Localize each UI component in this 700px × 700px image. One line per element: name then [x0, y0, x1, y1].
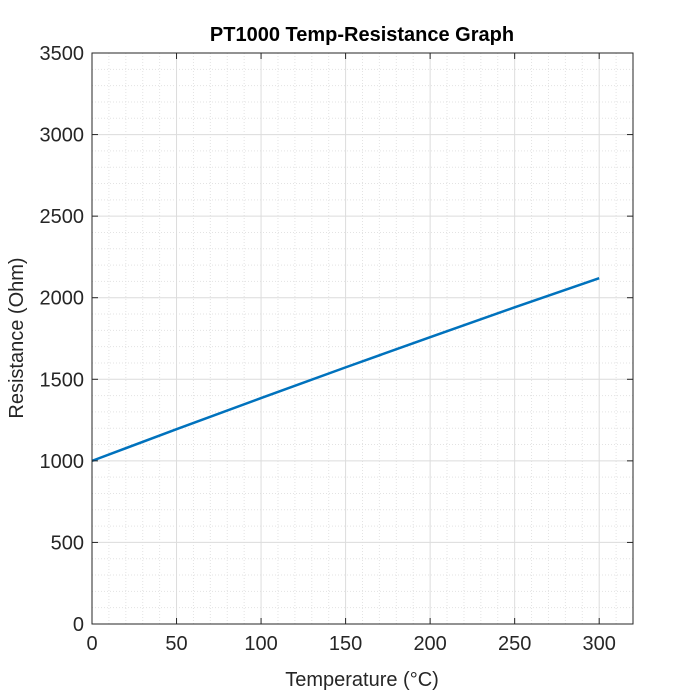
x-axis-label: Temperature (°C) — [285, 669, 439, 691]
x-tick-label: 50 — [165, 633, 187, 655]
series-line-0 — [91, 276, 600, 463]
tick-marks — [91, 52, 633, 625]
x-tick-label: 200 — [413, 633, 446, 655]
x-tick-labels: 0 50 100 150 200 250 300 — [86, 633, 615, 655]
x-tick-label: 300 — [583, 633, 616, 655]
x-tick-label: 0 — [86, 633, 97, 655]
y-tick-label: 3000 — [40, 125, 85, 147]
y-axis-label: Resistance (Ohm) — [6, 257, 28, 418]
y-tick-label: 2000 — [40, 288, 85, 310]
y-tick-labels: 0 500 1000 1500 2000 2500 3000 3500 — [40, 43, 85, 636]
y-tick-label: 0 — [73, 614, 84, 636]
minor-grid — [92, 53, 633, 624]
x-tick-label: 150 — [329, 633, 362, 655]
y-tick-label: 1000 — [40, 451, 85, 473]
x-tick-label: 100 — [244, 633, 277, 655]
axes-box — [91, 52, 634, 625]
x-tick-label: 250 — [498, 633, 531, 655]
series-layer — [91, 276, 600, 463]
chart-title: PT1000 Temp-Resistance Graph — [210, 24, 514, 46]
y-tick-label: 3500 — [40, 43, 85, 65]
y-tick-label: 500 — [51, 532, 84, 554]
y-tick-label: 1500 — [40, 369, 85, 391]
y-tick-label: 2500 — [40, 206, 85, 228]
